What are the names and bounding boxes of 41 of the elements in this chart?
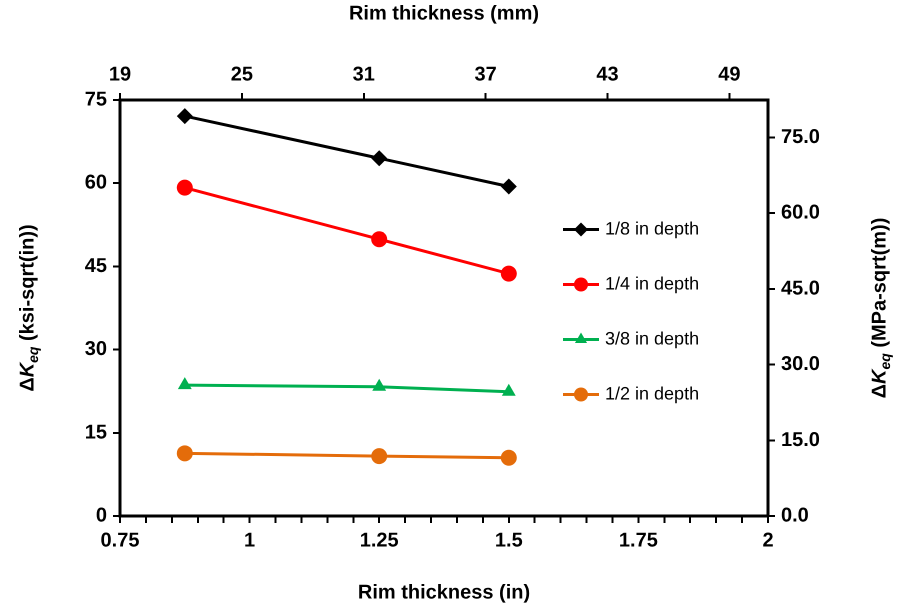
point: [176, 445, 193, 462]
point: [371, 231, 388, 248]
y-tick-label: 30: [84, 338, 107, 360]
y2-tick-label: 30.0: [781, 353, 820, 376]
point: [500, 450, 517, 466]
x-tick-label: 1.5: [494, 530, 523, 552]
y-tick-label: 0: [96, 504, 107, 527]
y-tick-label: 75: [84, 88, 107, 111]
y2-tick-label: 45.0: [781, 277, 820, 300]
x-axis-title: Rim thickness (in): [358, 582, 530, 604]
y-axis-title: ΔKeq (ksi-sqrt(in)): [16, 224, 41, 392]
x2-tick-label: 25: [230, 64, 254, 86]
point: [500, 178, 517, 195]
point: [176, 180, 193, 196]
x-tick-label: 1.75: [618, 530, 658, 552]
x2-tick-label: 37: [474, 64, 497, 86]
point: [500, 266, 517, 282]
x2-tick-label: 31: [352, 64, 375, 86]
legend-label: 1/8 in depth: [605, 218, 700, 238]
y2-axis-title: ΔKeq (MPa-sqrt(m)): [868, 218, 893, 398]
y2-tick-label: 0.0: [781, 504, 809, 527]
x2-tick-label: 43: [596, 64, 619, 86]
x2-axis-title: Rim thickness (mm): [348, 2, 540, 25]
y-tick-label: 60: [84, 172, 107, 194]
y2-tick-label: 15.0: [781, 428, 820, 451]
legend-label: 3/8 in depth: [605, 328, 700, 348]
y2-tick-label: 75.0: [781, 126, 820, 148]
x2-tick-label: 49: [718, 64, 741, 86]
x-tick-label: 1: [244, 530, 256, 552]
legend-label: 1/2 in depth: [605, 383, 700, 404]
y-tick-label: 45: [84, 254, 107, 277]
x-tick-label: 2: [762, 530, 774, 552]
point: [176, 108, 193, 124]
x-tick-label: 1.25: [360, 530, 399, 552]
point: [371, 448, 388, 464]
legend-label: 1/4 in depth: [605, 273, 700, 294]
x2-tick-label: 19: [108, 64, 132, 86]
y2-tick-label: 60.0: [781, 202, 820, 224]
y-tick-label: 15: [84, 421, 107, 444]
point: [371, 150, 388, 166]
x-tick-label: 0.75: [100, 530, 140, 552]
